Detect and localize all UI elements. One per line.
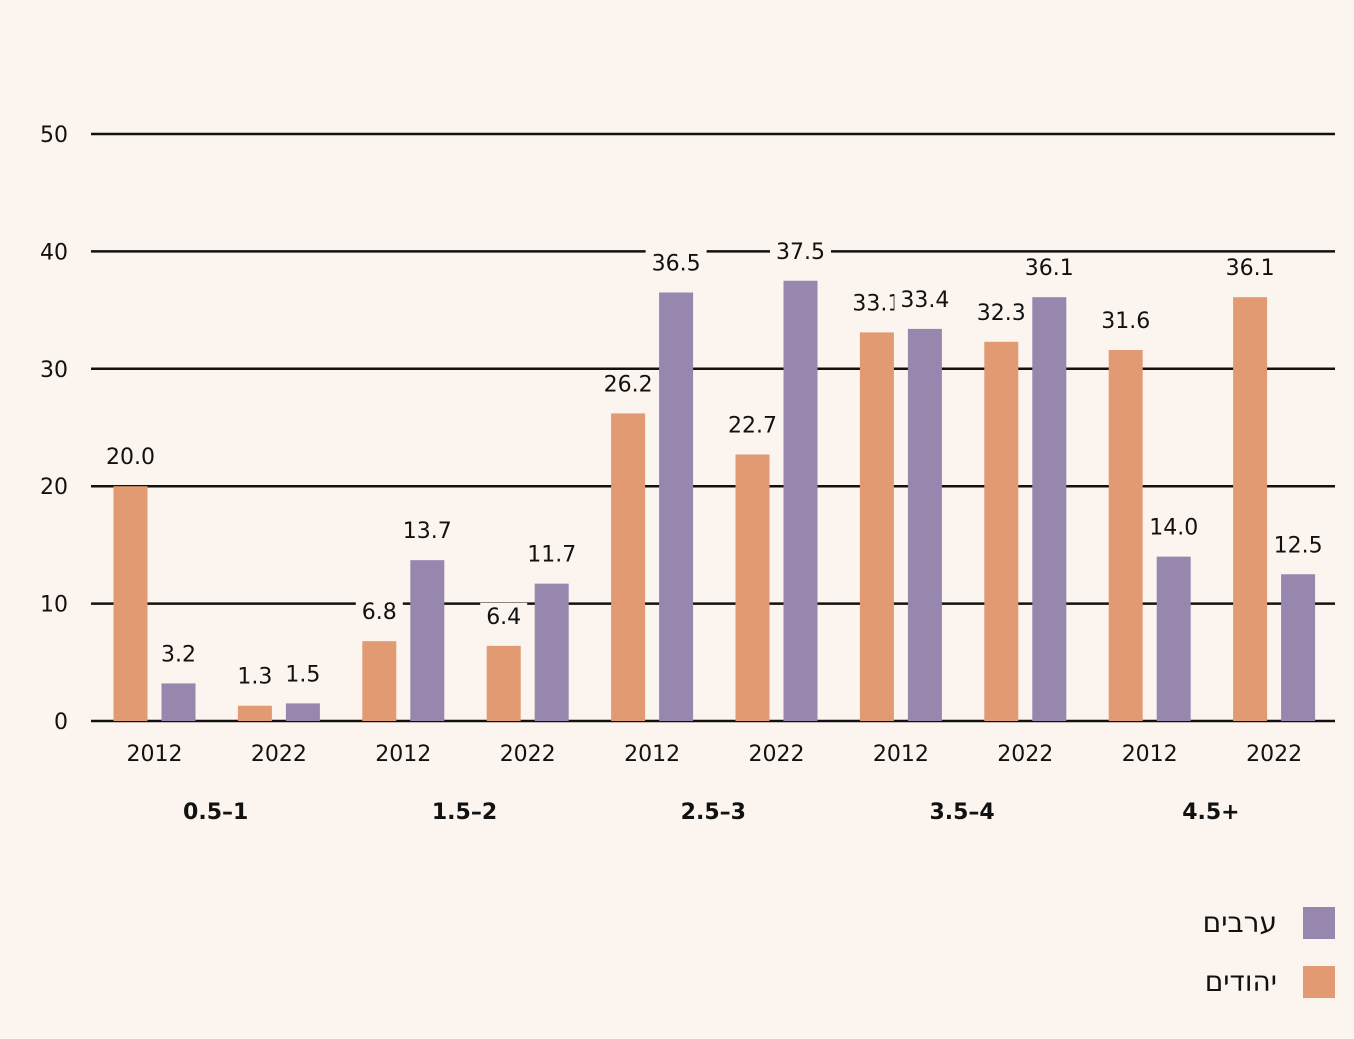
data-label-bg bbox=[100, 443, 161, 473]
x-tick-label: 2022 bbox=[749, 742, 805, 767]
data-label-bg bbox=[722, 411, 783, 441]
data-label-bg bbox=[970, 298, 1032, 328]
y-tick-label: 10 bbox=[40, 593, 68, 618]
data-label-bg bbox=[355, 598, 403, 628]
data-label-bg bbox=[1143, 513, 1205, 543]
bar bbox=[611, 413, 646, 721]
x-tick-label: 2022 bbox=[500, 742, 556, 767]
data-label-bg bbox=[279, 660, 327, 690]
bar bbox=[984, 341, 1019, 721]
x-tick-label: 2022 bbox=[251, 742, 307, 767]
data-label: 36.1 bbox=[1025, 256, 1074, 281]
data-label-bg bbox=[1219, 254, 1281, 284]
bars bbox=[113, 280, 1316, 721]
y-tick-label: 30 bbox=[40, 358, 68, 383]
data-label: 1.3 bbox=[237, 665, 272, 690]
legend-label-arabs: ערבים bbox=[1202, 906, 1277, 939]
data-label: 26.2 bbox=[604, 372, 653, 397]
grid-lines bbox=[91, 132, 1335, 723]
bar bbox=[1281, 574, 1316, 721]
data-label-bg bbox=[1267, 531, 1329, 561]
data-label: 3.2 bbox=[161, 642, 196, 667]
data-labels: 20.0 3.2 1.3 1.5 6.8 13.7 6.4 11.7 26.2 36.5 22.7 3… bbox=[100, 237, 1329, 692]
data-label: 36.1 bbox=[1226, 256, 1275, 281]
data-label: 12.5 bbox=[1274, 533, 1323, 558]
data-label-bg bbox=[155, 640, 202, 670]
bar bbox=[659, 292, 694, 721]
bar bbox=[1032, 297, 1067, 721]
bar bbox=[534, 583, 569, 721]
data-label: 33.1 bbox=[852, 291, 901, 316]
data-label-bg bbox=[396, 517, 458, 547]
bar bbox=[735, 454, 770, 721]
data-label-bg bbox=[1095, 307, 1157, 337]
data-label: 33.4 bbox=[900, 288, 949, 313]
data-label: 1.5 bbox=[285, 662, 320, 687]
bar bbox=[859, 332, 894, 721]
data-label-bg bbox=[894, 285, 956, 315]
data-label: 22.7 bbox=[728, 414, 777, 439]
x-tick-label: 2022 bbox=[1246, 742, 1302, 767]
bar bbox=[237, 705, 272, 721]
legend-swatch-arabs bbox=[1303, 906, 1335, 939]
group-label: 1.5–2 bbox=[432, 800, 497, 825]
data-label-bg bbox=[645, 249, 707, 279]
y-axis-ticks: 0 10 20 30 40 50 bbox=[40, 123, 68, 735]
data-label-bg bbox=[1018, 254, 1080, 284]
bar bbox=[1108, 350, 1143, 721]
bar bbox=[1156, 556, 1191, 721]
bar bbox=[161, 683, 196, 721]
group-label: 2.5–3 bbox=[681, 800, 746, 825]
group-label: 0.5–1 bbox=[183, 800, 248, 825]
bar bbox=[1233, 297, 1268, 721]
legend-item-jews: יהודים bbox=[1205, 965, 1335, 998]
data-label: 20.0 bbox=[106, 445, 155, 470]
data-label-bg bbox=[521, 540, 583, 570]
y-tick-label: 40 bbox=[40, 240, 68, 265]
data-label-bg bbox=[231, 662, 279, 692]
bar bbox=[362, 641, 397, 721]
legend-swatch-jews bbox=[1303, 965, 1335, 998]
bar bbox=[410, 560, 445, 721]
y-tick-label: 20 bbox=[40, 475, 68, 500]
y-tick-label: 0 bbox=[54, 710, 68, 735]
x-tick-label: 2022 bbox=[997, 742, 1053, 767]
data-label: 6.4 bbox=[486, 605, 521, 630]
x-tick-label: 2012 bbox=[375, 742, 431, 767]
bar bbox=[907, 328, 942, 721]
data-label: 11.7 bbox=[527, 543, 576, 568]
x-tick-label: 2012 bbox=[1122, 742, 1178, 767]
data-label: 37.5 bbox=[776, 240, 825, 265]
bar bbox=[783, 280, 818, 721]
bar bbox=[285, 703, 320, 721]
group-label: 4.5+ bbox=[1182, 800, 1239, 825]
data-label: 6.8 bbox=[362, 600, 397, 625]
legend-label-jews: יהודים bbox=[1204, 965, 1277, 998]
bar bbox=[113, 486, 148, 721]
x-axis-labels: 2012 2022 2012 2022 2012 2022 2012 2022 2012 2022… bbox=[127, 742, 1303, 825]
group-label: 3.5–4 bbox=[929, 800, 994, 825]
data-label: 36.5 bbox=[652, 251, 701, 276]
y-tick-label: 50 bbox=[40, 123, 68, 148]
data-label: 14.0 bbox=[1149, 516, 1198, 541]
x-tick-label: 2012 bbox=[127, 742, 183, 767]
data-label: 13.7 bbox=[403, 519, 452, 544]
data-label-bg bbox=[770, 237, 831, 267]
data-label-bg bbox=[597, 370, 659, 400]
legend-item-arabs: ערבים bbox=[1203, 906, 1335, 939]
bar bbox=[486, 645, 521, 721]
data-label: 31.6 bbox=[1101, 309, 1150, 334]
x-tick-label: 2012 bbox=[624, 742, 680, 767]
x-tick-label: 2012 bbox=[873, 742, 929, 767]
data-label-bg bbox=[480, 602, 528, 632]
data-label: 32.3 bbox=[977, 301, 1026, 326]
